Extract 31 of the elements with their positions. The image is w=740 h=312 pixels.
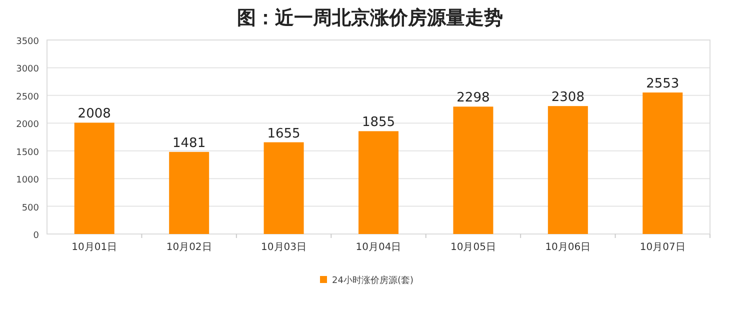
- y-tick-label: 1500: [16, 148, 40, 158]
- y-tick-label: 500: [22, 203, 40, 214]
- y-tick-label: 0: [33, 231, 40, 241]
- bar: [453, 106, 494, 234]
- data-label: 1855: [362, 115, 396, 130]
- y-tick-label: 2000: [16, 120, 40, 130]
- data-label: 2298: [456, 90, 490, 106]
- y-tick-label: 3000: [16, 64, 40, 75]
- y-tick-label: 2500: [16, 92, 40, 102]
- y-tick-label: 3500: [16, 37, 40, 47]
- x-tick-label: 10月07日: [640, 242, 686, 253]
- bar: [264, 142, 304, 234]
- chart-title: 图：近一周北京涨价房源量走势: [237, 7, 503, 29]
- data-label: 1481: [172, 136, 206, 151]
- bar: [169, 152, 210, 234]
- data-label: 2008: [78, 106, 111, 122]
- data-label: 1655: [267, 126, 300, 142]
- data-label: 2308: [551, 90, 584, 106]
- bar: [358, 131, 398, 234]
- x-tick-label: 10月03日: [261, 242, 307, 253]
- bar: [74, 122, 114, 234]
- bar: [642, 92, 683, 234]
- legend-label: 24小时涨价房源(套): [332, 275, 414, 286]
- x-tick-label: 10月04日: [356, 242, 402, 253]
- x-tick-label: 10月02日: [166, 242, 212, 253]
- y-tick-label: 1000: [16, 176, 40, 186]
- x-tick-label: 10月05日: [450, 242, 496, 253]
- bar: [548, 106, 588, 234]
- x-tick-label: 10月06日: [545, 242, 591, 253]
- x-tick-label: 10月01日: [72, 242, 118, 253]
- data-label: 2553: [646, 76, 680, 92]
